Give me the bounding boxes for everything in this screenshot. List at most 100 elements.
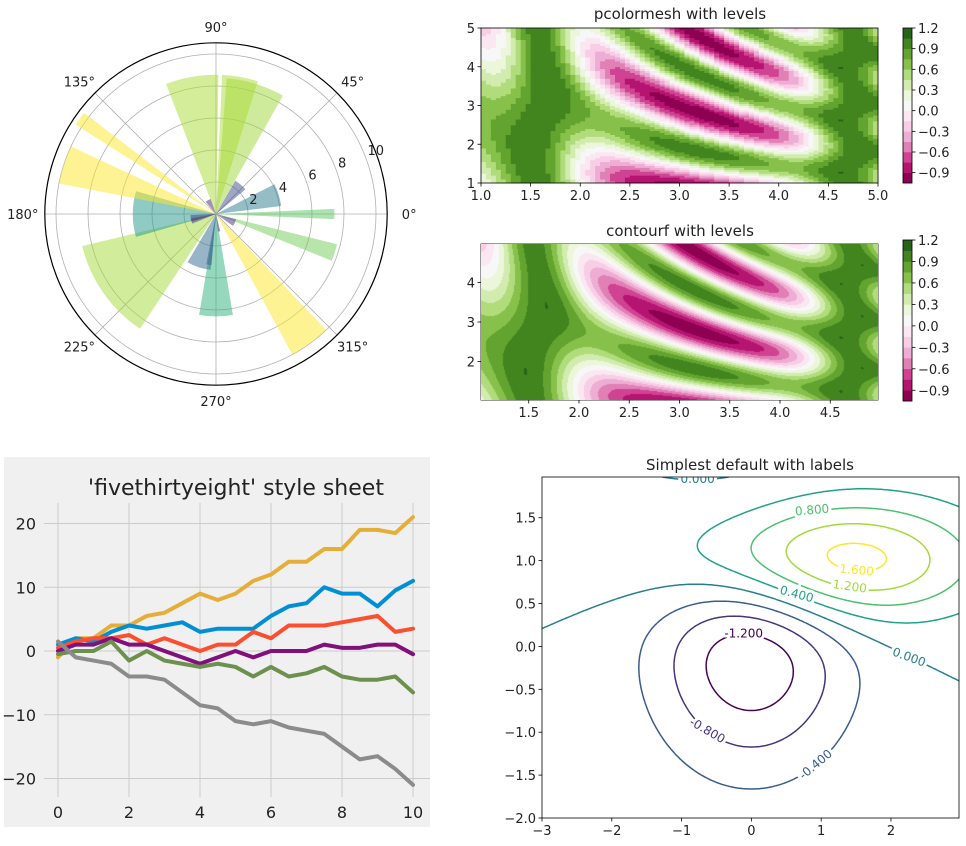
heatmap-cell [694, 155, 700, 159]
heatmap-cell [654, 76, 661, 79]
heatmap-cell [679, 111, 685, 114]
heatmap-cell [634, 99, 641, 103]
heatmap-cell [654, 28, 661, 31]
heatmap-cell [555, 126, 561, 130]
heatmap-cell [629, 119, 636, 122]
heatmap-cell [505, 146, 512, 149]
heatmap-cell [614, 152, 621, 155]
heatmap-cell [734, 111, 740, 114]
heatmap-cell [590, 132, 596, 135]
heatmap-cell [734, 72, 740, 75]
heatmap-cell [669, 80, 675, 83]
heatmap-cell [689, 155, 695, 159]
heatmap-cell [505, 57, 512, 60]
heatmap-cell [570, 134, 576, 137]
heatmap-cell [649, 159, 656, 163]
heatmap-cell [739, 111, 745, 114]
heatmap-cell [768, 113, 775, 116]
heatmap-cell [595, 62, 601, 66]
heatmap-cell [689, 111, 695, 114]
heatmap-cell [694, 138, 700, 141]
heatmap-cell [783, 91, 790, 95]
heatmap-cell [540, 59, 546, 62]
heatmap-cell [763, 146, 770, 149]
heatmap-cell [684, 51, 690, 54]
heatmap-cell [649, 68, 656, 72]
heatmap-cell [535, 117, 541, 120]
heatmap-cell [605, 28, 611, 31]
heatmap-cell [649, 55, 656, 58]
heatmap-cell [560, 66, 566, 70]
heatmap-cell [753, 163, 760, 166]
heatmap-cell [744, 86, 750, 89]
heatmap-cell [748, 157, 755, 161]
heatmap-cell [644, 179, 651, 182]
heatmap-cell [748, 70, 755, 73]
heatmap-cell [689, 177, 695, 180]
heatmap-cell [768, 144, 775, 147]
heatmap-cell [550, 153, 556, 157]
heatmap-cell [669, 62, 675, 66]
heatmap-cell [555, 111, 561, 114]
heatmap-cell [714, 53, 720, 56]
heatmap-cell [629, 57, 636, 60]
heatmap-cell [704, 153, 710, 157]
heatmap-cell [595, 105, 601, 108]
heatmap-cell [600, 103, 606, 106]
heatmap-cell [600, 78, 606, 81]
heatmap-cell [545, 148, 551, 151]
heatmap-cell [719, 181, 725, 184]
heatmap-cell [575, 132, 581, 135]
heatmap-cell [729, 90, 735, 93]
heatmap-cell [505, 177, 512, 180]
heatmap-cell [753, 171, 760, 174]
heatmap-cell [689, 146, 695, 149]
heatmap-cell [490, 136, 497, 139]
heatmap-cell [520, 146, 527, 149]
heatmap-cell [748, 64, 755, 68]
heatmap-cell [530, 47, 536, 50]
heatmap-cell [659, 41, 666, 44]
heatmap-cell [525, 138, 532, 141]
heatmap-cell [540, 115, 546, 118]
heatmap-cell [748, 103, 755, 106]
heatmap-cell [575, 95, 581, 99]
heatmap-cell [729, 84, 735, 87]
polar-bar [166, 74, 219, 215]
heatmap-cell [739, 163, 745, 166]
heatmap-cell [679, 107, 685, 110]
heatmap-cell [505, 105, 512, 108]
heatmap-cell [560, 45, 566, 48]
heatmap-cell [724, 39, 730, 42]
heatmap-cell [758, 60, 765, 64]
heatmap-cell [510, 130, 517, 134]
heatmap-cell [515, 95, 522, 99]
heatmap-cell [629, 155, 636, 159]
heatmap-cell [490, 128, 497, 132]
heatmap-cell [634, 93, 641, 97]
heatmap-cell [694, 150, 700, 153]
heatmap-cell [629, 43, 636, 46]
heatmap-cell [505, 107, 512, 110]
heatmap-cell [481, 150, 487, 153]
heatmap-cell [748, 113, 755, 116]
heatmap-cell [570, 150, 576, 153]
heatmap-cell [614, 153, 621, 157]
heatmap-cell [575, 103, 581, 106]
heatmap-cell [605, 37, 611, 41]
heatmap-cell [664, 153, 670, 157]
heatmap-cell [490, 171, 497, 174]
heatmap-cell [744, 45, 750, 48]
heatmap-cell [674, 165, 680, 168]
heatmap-cell [694, 51, 700, 54]
heatmap-cell [669, 72, 675, 75]
heatmap-cell [674, 91, 680, 95]
heatmap-cell [669, 161, 675, 165]
heatmap-cell [580, 70, 586, 73]
heatmap-cell [510, 161, 517, 165]
heatmap-cell [575, 175, 581, 178]
heatmap-cell [555, 59, 561, 62]
heatmap-cell [535, 144, 541, 147]
heatmap-cell [481, 78, 487, 81]
heatmap-cell [610, 51, 616, 54]
